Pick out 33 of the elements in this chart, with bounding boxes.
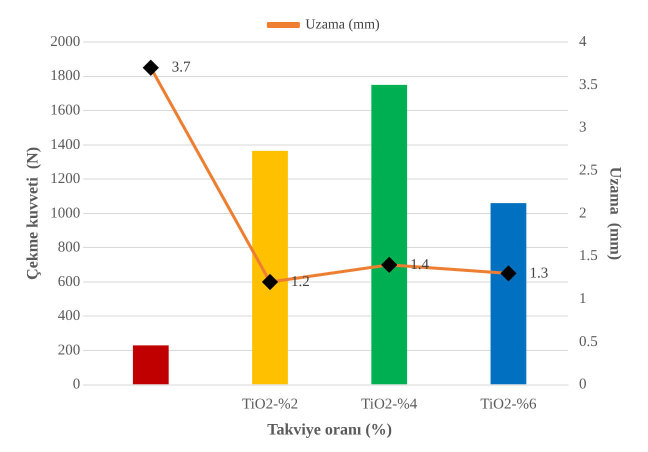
data-label: 1.3 (529, 265, 548, 282)
y2-tick-label: 0.5 (579, 334, 598, 350)
y-tick-label: 1600 (50, 102, 80, 118)
y2-tick-label: 2 (579, 205, 587, 222)
y2-tick-label: 0 (579, 376, 587, 393)
bar (252, 150, 288, 384)
y-tick-label: 1200 (50, 171, 80, 188)
y2-tick-label: 1.5 (579, 248, 598, 264)
x-tick-label: TiO2-%6 (480, 396, 537, 413)
y-tick-label: 1000 (50, 205, 80, 222)
y-tick-label: 400 (58, 308, 80, 324)
bar (371, 84, 408, 384)
x-tick-label: TiO2-%2 (242, 396, 298, 413)
y2-tick-label: 3 (579, 120, 587, 136)
y-tick-label: 600 (58, 274, 80, 290)
bar (490, 203, 526, 384)
legend-label: Uzama (mm) (305, 18, 380, 33)
data-label: 3.7 (172, 60, 192, 76)
y-tick-label: 2000 (50, 34, 80, 50)
y2-tick-label: 4 (579, 34, 588, 50)
x-axis-title: Takviye oranı (%) (267, 422, 392, 439)
y2-tick-label: 3.5 (579, 76, 598, 93)
y-tick-label: 200 (58, 342, 80, 358)
y-tick-label: 800 (58, 240, 80, 256)
y-tick-label: 1400 (50, 136, 80, 153)
y-tick-label: 0 (72, 376, 80, 393)
y-tick-label: 1800 (50, 68, 80, 84)
y-axis-title: Çekme kuvveti (N) (24, 146, 42, 280)
y2-axis-title: Uzama (mm) (606, 166, 624, 260)
y2-tick-label: 2.5 (579, 162, 598, 178)
bar (132, 345, 169, 384)
x-tick-label: TiO2-%4 (361, 396, 418, 413)
y2-tick-label: 1 (579, 291, 587, 308)
